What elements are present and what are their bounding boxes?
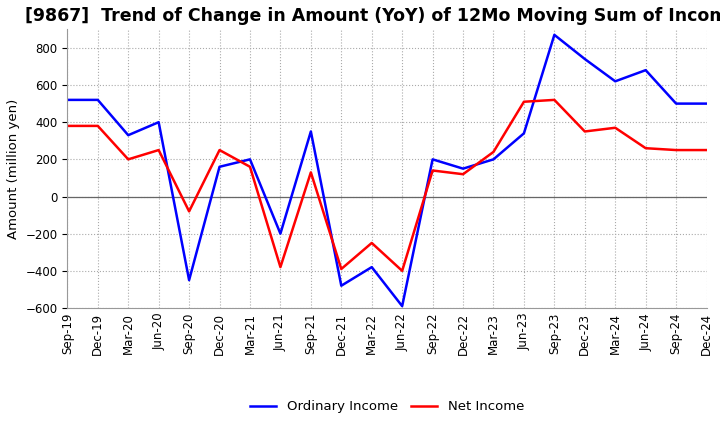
Ordinary Income <box>307 129 315 134</box>
Ordinary Income <box>276 231 284 236</box>
Ordinary Income <box>611 79 620 84</box>
Ordinary Income <box>702 101 711 106</box>
Net Income <box>489 149 498 154</box>
Net Income <box>520 99 528 104</box>
Ordinary Income <box>367 264 376 270</box>
Y-axis label: Amount (million yen): Amount (million yen) <box>7 99 20 239</box>
Net Income <box>63 123 72 128</box>
Ordinary Income <box>428 157 437 162</box>
Line: Ordinary Income: Ordinary Income <box>68 35 706 306</box>
Net Income <box>398 268 407 274</box>
Net Income <box>367 240 376 246</box>
Title: [9867]  Trend of Change in Amount (YoY) of 12Mo Moving Sum of Incomes: [9867] Trend of Change in Amount (YoY) o… <box>24 7 720 25</box>
Net Income <box>276 264 284 270</box>
Net Income <box>428 168 437 173</box>
Ordinary Income <box>63 97 72 103</box>
Net Income <box>459 172 467 177</box>
Net Income <box>672 147 680 153</box>
Ordinary Income <box>124 132 132 138</box>
Net Income <box>550 97 559 103</box>
Ordinary Income <box>580 56 589 62</box>
Ordinary Income <box>337 283 346 288</box>
Net Income <box>94 123 102 128</box>
Ordinary Income <box>215 164 224 169</box>
Ordinary Income <box>94 97 102 103</box>
Net Income <box>185 209 194 214</box>
Ordinary Income <box>398 304 407 309</box>
Net Income <box>154 147 163 153</box>
Ordinary Income <box>246 157 254 162</box>
Net Income <box>337 266 346 271</box>
Legend: Ordinary Income, Net Income: Ordinary Income, Net Income <box>244 395 529 418</box>
Ordinary Income <box>520 131 528 136</box>
Net Income <box>702 147 711 153</box>
Net Income <box>580 129 589 134</box>
Ordinary Income <box>154 120 163 125</box>
Net Income <box>642 146 650 151</box>
Ordinary Income <box>672 101 680 106</box>
Ordinary Income <box>550 32 559 37</box>
Line: Net Income: Net Income <box>68 100 706 271</box>
Net Income <box>124 157 132 162</box>
Ordinary Income <box>642 67 650 73</box>
Net Income <box>611 125 620 130</box>
Ordinary Income <box>459 166 467 171</box>
Net Income <box>307 170 315 175</box>
Ordinary Income <box>185 278 194 283</box>
Net Income <box>215 147 224 153</box>
Net Income <box>246 164 254 169</box>
Ordinary Income <box>489 157 498 162</box>
